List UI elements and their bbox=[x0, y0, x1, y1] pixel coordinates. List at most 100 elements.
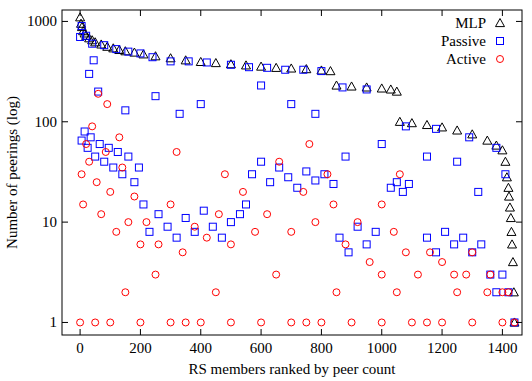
point bbox=[249, 171, 256, 178]
point bbox=[137, 50, 144, 57]
point bbox=[107, 319, 114, 326]
point bbox=[330, 201, 337, 208]
point bbox=[243, 201, 250, 208]
x-tick bbox=[200, 329, 201, 335]
point bbox=[176, 110, 183, 117]
point bbox=[454, 289, 461, 296]
point bbox=[396, 171, 403, 178]
point bbox=[215, 211, 222, 218]
point bbox=[466, 134, 473, 141]
point bbox=[287, 64, 296, 72]
x-tick bbox=[442, 329, 443, 335]
point bbox=[499, 319, 506, 326]
point bbox=[453, 126, 462, 134]
point bbox=[469, 319, 476, 326]
point bbox=[83, 32, 90, 39]
point bbox=[333, 289, 340, 296]
point bbox=[288, 319, 295, 326]
point bbox=[505, 192, 514, 200]
point bbox=[95, 90, 102, 97]
point bbox=[182, 319, 189, 326]
point bbox=[442, 228, 449, 235]
point bbox=[90, 57, 97, 64]
x-axis-label: RS members ranked by peer count bbox=[188, 361, 396, 377]
point bbox=[326, 67, 335, 75]
point bbox=[504, 183, 513, 191]
legend-label: Passive bbox=[441, 33, 486, 49]
point bbox=[152, 271, 159, 278]
x-tick-label: 400 bbox=[190, 340, 213, 356]
point bbox=[463, 271, 470, 278]
y-tick-label: 10 bbox=[42, 214, 57, 230]
x-tick bbox=[80, 329, 81, 335]
point bbox=[267, 179, 274, 186]
x-tick bbox=[261, 329, 262, 335]
point bbox=[107, 188, 114, 195]
point bbox=[318, 68, 325, 75]
point bbox=[252, 228, 259, 235]
legend-marker bbox=[497, 56, 504, 63]
point bbox=[345, 249, 352, 256]
point bbox=[227, 61, 234, 68]
point bbox=[119, 164, 126, 171]
point bbox=[93, 179, 100, 186]
point bbox=[399, 188, 406, 195]
point bbox=[226, 60, 235, 68]
point bbox=[78, 171, 85, 178]
point bbox=[454, 158, 461, 165]
x-tick bbox=[381, 10, 382, 16]
point bbox=[408, 319, 415, 326]
x-tick bbox=[321, 10, 322, 16]
x-tick bbox=[200, 10, 201, 16]
point bbox=[506, 213, 515, 221]
point bbox=[493, 144, 500, 151]
point bbox=[423, 319, 430, 326]
point bbox=[101, 158, 108, 165]
point bbox=[317, 66, 326, 74]
point bbox=[378, 271, 385, 278]
point bbox=[393, 289, 400, 296]
point bbox=[354, 219, 361, 226]
point bbox=[89, 123, 96, 130]
point bbox=[484, 289, 491, 296]
point bbox=[439, 259, 446, 266]
point bbox=[439, 319, 446, 326]
point bbox=[203, 59, 210, 66]
y-tick bbox=[62, 322, 68, 323]
point bbox=[342, 153, 349, 160]
point bbox=[273, 271, 280, 278]
point bbox=[96, 141, 103, 148]
point bbox=[86, 158, 93, 165]
point bbox=[258, 158, 265, 165]
point bbox=[212, 289, 219, 296]
point bbox=[209, 223, 216, 230]
point bbox=[502, 173, 511, 181]
point bbox=[303, 168, 310, 175]
point bbox=[179, 249, 186, 256]
point bbox=[366, 259, 373, 266]
point bbox=[372, 228, 379, 235]
y-tick bbox=[62, 222, 68, 223]
point bbox=[200, 207, 207, 214]
point bbox=[182, 214, 189, 221]
point bbox=[239, 188, 246, 195]
x-tick bbox=[442, 10, 443, 16]
point bbox=[264, 64, 271, 71]
x-tick-label: 1000 bbox=[367, 340, 397, 356]
point bbox=[336, 234, 343, 241]
x-tick-label: 1400 bbox=[487, 340, 517, 356]
point bbox=[227, 241, 234, 248]
x-tick bbox=[321, 329, 322, 335]
series-0 bbox=[76, 13, 519, 326]
point bbox=[86, 70, 93, 77]
point bbox=[110, 164, 117, 171]
point bbox=[83, 141, 90, 148]
point bbox=[423, 153, 430, 160]
point bbox=[393, 179, 400, 186]
point bbox=[167, 319, 174, 326]
point bbox=[378, 319, 385, 326]
point bbox=[113, 46, 120, 53]
point bbox=[227, 219, 234, 226]
point bbox=[363, 241, 370, 248]
point bbox=[143, 219, 150, 226]
